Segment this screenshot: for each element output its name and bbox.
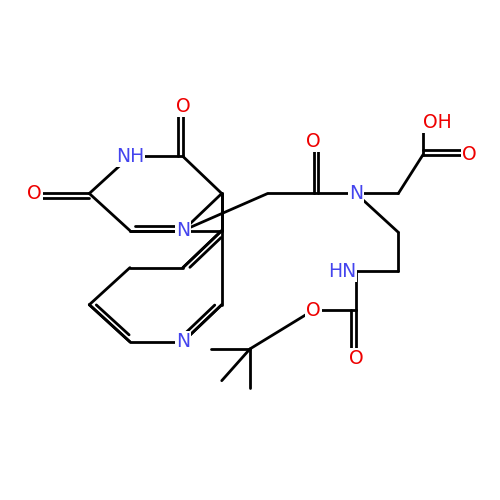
Text: O: O	[27, 184, 42, 203]
Text: N: N	[176, 221, 190, 240]
Text: O: O	[462, 145, 476, 164]
Text: O: O	[176, 97, 190, 116]
Text: O: O	[348, 349, 364, 368]
Text: NH: NH	[116, 147, 144, 166]
Text: OH: OH	[423, 114, 452, 132]
Text: N: N	[176, 332, 190, 351]
Text: O: O	[306, 300, 321, 320]
Text: O: O	[306, 132, 321, 151]
Text: HN: HN	[328, 262, 356, 280]
Text: N: N	[349, 184, 363, 203]
